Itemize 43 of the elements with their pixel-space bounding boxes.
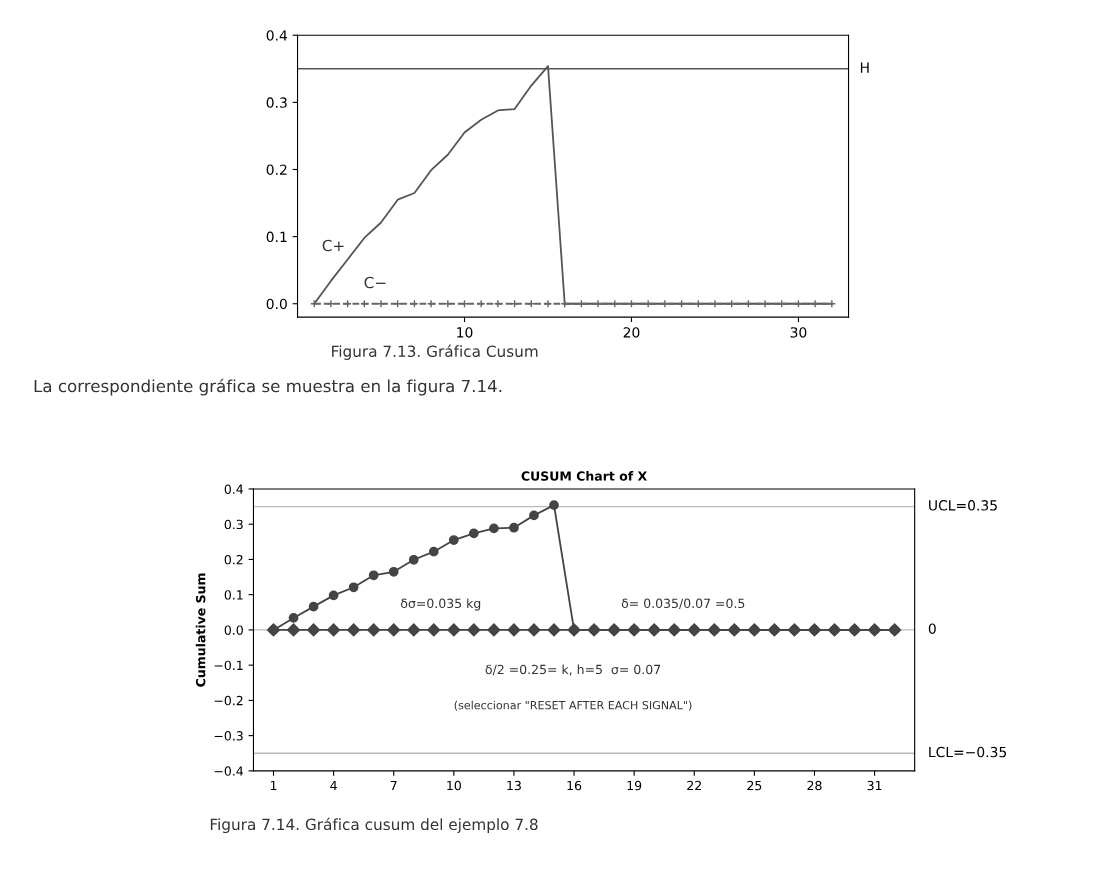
y-tick-label: 0.0 [266, 298, 287, 310]
x-tick-label: 30 [790, 327, 807, 338]
ref-line-label: H [860, 62, 869, 73]
y-tick-label: −0.3 [214, 731, 243, 741]
y-axis-title: Cumulative Sum [195, 573, 206, 687]
annotation: (seleccionar "RESET AFTER EACH SIGNAL") [454, 700, 692, 711]
annotation: C− [364, 276, 386, 289]
y-tick-label: −0.4 [214, 766, 244, 776]
ref-line-label: LCL=−0.35 [929, 746, 1007, 758]
annotation: δ= 0.035/0.07 =0.5 [621, 598, 745, 610]
x-tick-label: 19 [627, 780, 642, 791]
annotation: δ/2 =0.25= k, h=5 σ= 0.07 [485, 664, 661, 676]
x-tick-label: 7 [390, 780, 397, 791]
x-tick-label: 28 [807, 780, 822, 791]
text: Figura 7.14. Gráfica cusum del ejemplo 7.8 [210, 817, 538, 834]
ref-line-label: UCL=0.35 [929, 500, 997, 511]
y-tick-label: 0.2 [224, 554, 243, 565]
x-tick-label: 20 [623, 327, 640, 338]
ref-line-label: 0 [928, 623, 936, 634]
x-tick-label: 16 [567, 780, 582, 791]
x-tick-label: 10 [447, 780, 461, 791]
y-tick-label: 0.3 [266, 97, 287, 108]
y-tick-label: −0.2 [214, 695, 243, 706]
y-tick-label: 0.1 [224, 590, 243, 600]
y-tick-label: 0.2 [266, 164, 287, 175]
y-tick-label: 0.1 [266, 231, 287, 243]
y-tick-label: 0.3 [224, 519, 243, 530]
y-tick-label: 0.4 [266, 30, 288, 41]
annotation: δσ=0.035 kg [401, 598, 481, 611]
x-tick-label: 31 [867, 780, 882, 791]
x-tick-label: 1 [270, 780, 277, 791]
y-tick-label: 0.0 [224, 625, 243, 635]
x-tick-label: 10 [457, 327, 473, 338]
x-tick-label: 25 [747, 780, 762, 791]
y-tick-label: −0.1 [214, 660, 243, 671]
y-tick-label: 0.4 [224, 484, 244, 494]
text: La correspondiente gráfica se muestra en la figura 7.14. [34, 378, 502, 396]
chart-title: CUSUM Chart of X [521, 471, 647, 481]
x-tick-label: 22 [687, 780, 701, 791]
x-tick-label: 13 [507, 780, 521, 791]
text: Figura 7.13. Gráfica Cusum [332, 344, 538, 360]
x-tick-label: 4 [330, 780, 337, 791]
annotation: C+ [322, 239, 344, 252]
